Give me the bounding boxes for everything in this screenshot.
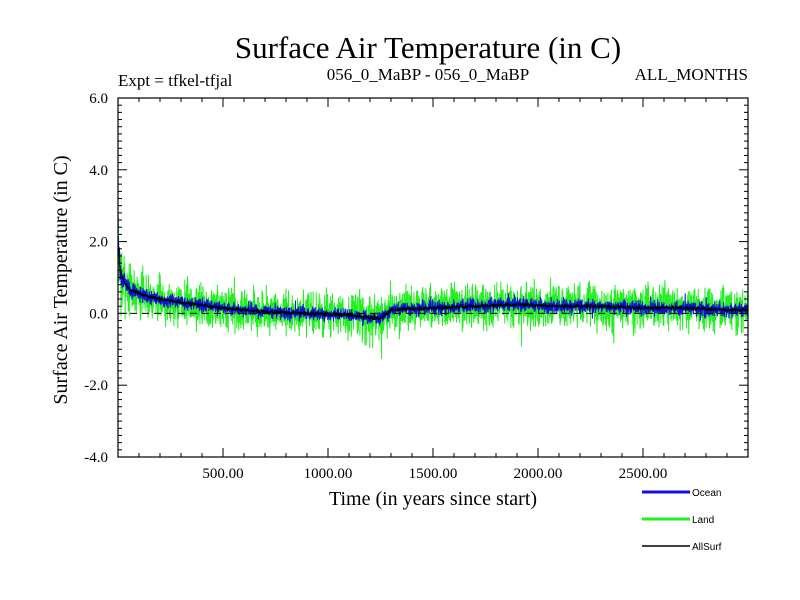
plot-area (118, 217, 748, 359)
y-tick-label: 2.0 (89, 235, 108, 251)
series-line-land (118, 217, 748, 359)
x-tick-label: 500.00 (202, 466, 243, 482)
y-tick-label: -2.0 (84, 378, 108, 394)
x-tick-label: 2500.00 (619, 466, 668, 482)
x-axis-label: Time (in years since start) (329, 488, 537, 510)
legend: Ocean Land AllSurf (642, 488, 722, 553)
x-tick-label: 1500.00 (409, 466, 458, 482)
y-tick-label: -4.0 (84, 450, 108, 466)
plot-frame (117, 97, 749, 458)
legend-label-allsurf: AllSurf (692, 542, 722, 553)
legend-label-ocean: Ocean (692, 488, 721, 499)
series-line-allsurf (118, 241, 748, 321)
chart-title: Surface Air Temperature (in C) (235, 30, 621, 65)
axes: -4.0 -2.0 0.0 2.0 4.0 6.0 500.00 1000.00 1500.00… (84, 91, 749, 482)
experiment-label: Expt = tfkel-tfjal (118, 71, 233, 90)
x-tick-label: 1000.00 (304, 466, 353, 482)
y-tick-label: 4.0 (89, 163, 108, 179)
y-tick-label: 0.0 (89, 306, 108, 322)
y-tick-label: 6.0 (89, 91, 108, 107)
period-label: 056_0_MaBP - 056_0_MaBP (327, 65, 529, 84)
y-axis-label: Surface Air Temperature (in C) (50, 155, 72, 404)
series-line-ocean (118, 237, 748, 326)
x-tick-label: 2000.00 (514, 466, 563, 482)
legend-label-land: Land (692, 515, 714, 526)
months-label: ALL_MONTHS (635, 65, 748, 84)
